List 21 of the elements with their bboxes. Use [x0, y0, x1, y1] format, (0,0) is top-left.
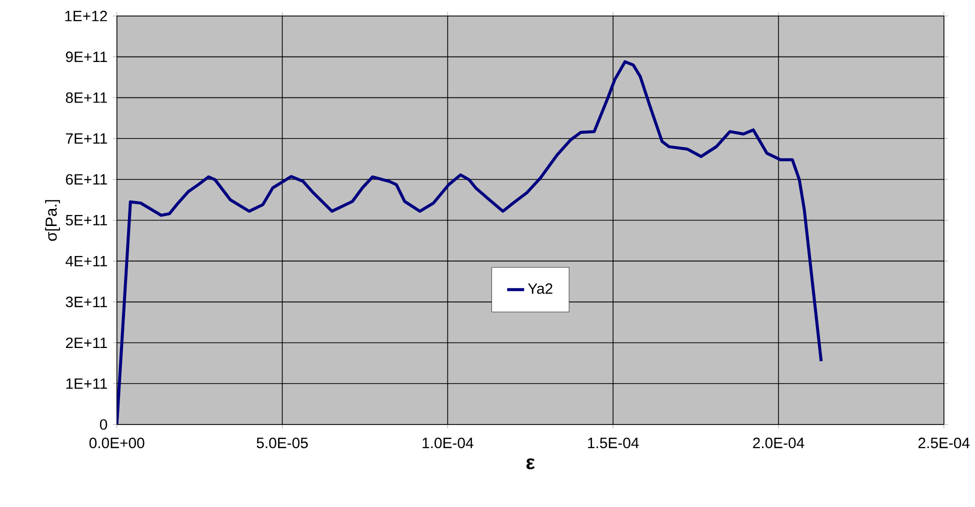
y-tick-label: 2E+11 [66, 337, 107, 348]
y-tick-label: 4E+11 [66, 256, 107, 266]
y-tick-label: 0 [100, 419, 108, 430]
y-tick-label: 8E+11 [66, 92, 107, 103]
y-tick-label: 9E+11 [66, 51, 107, 62]
legend-label: Ya2 [528, 283, 552, 294]
y-tick-label: 3E+11 [66, 296, 107, 308]
x-tick-label: 2.5E-04 [918, 437, 970, 448]
x-tick-label: 5.0E-05 [256, 437, 308, 448]
y-tick-label: 1E+12 [65, 10, 107, 21]
x-axis-title: ε [526, 458, 535, 470]
y-axis-title: σ[Pa.] [45, 200, 60, 241]
y-tick-label: 6E+11 [66, 174, 107, 184]
x-tick-label: 0.0E+00 [89, 437, 144, 448]
y-tick-label: 5E+11 [66, 214, 107, 226]
x-tick-label: 1.5E-04 [588, 437, 639, 448]
y-tick-label: 1E+11 [66, 378, 107, 389]
line-series [116, 60, 823, 424]
y-tick-label: 7E+11 [66, 133, 107, 144]
x-tick-label: 2.0E-04 [753, 437, 804, 448]
x-tick-label: 1.0E-04 [422, 437, 474, 448]
